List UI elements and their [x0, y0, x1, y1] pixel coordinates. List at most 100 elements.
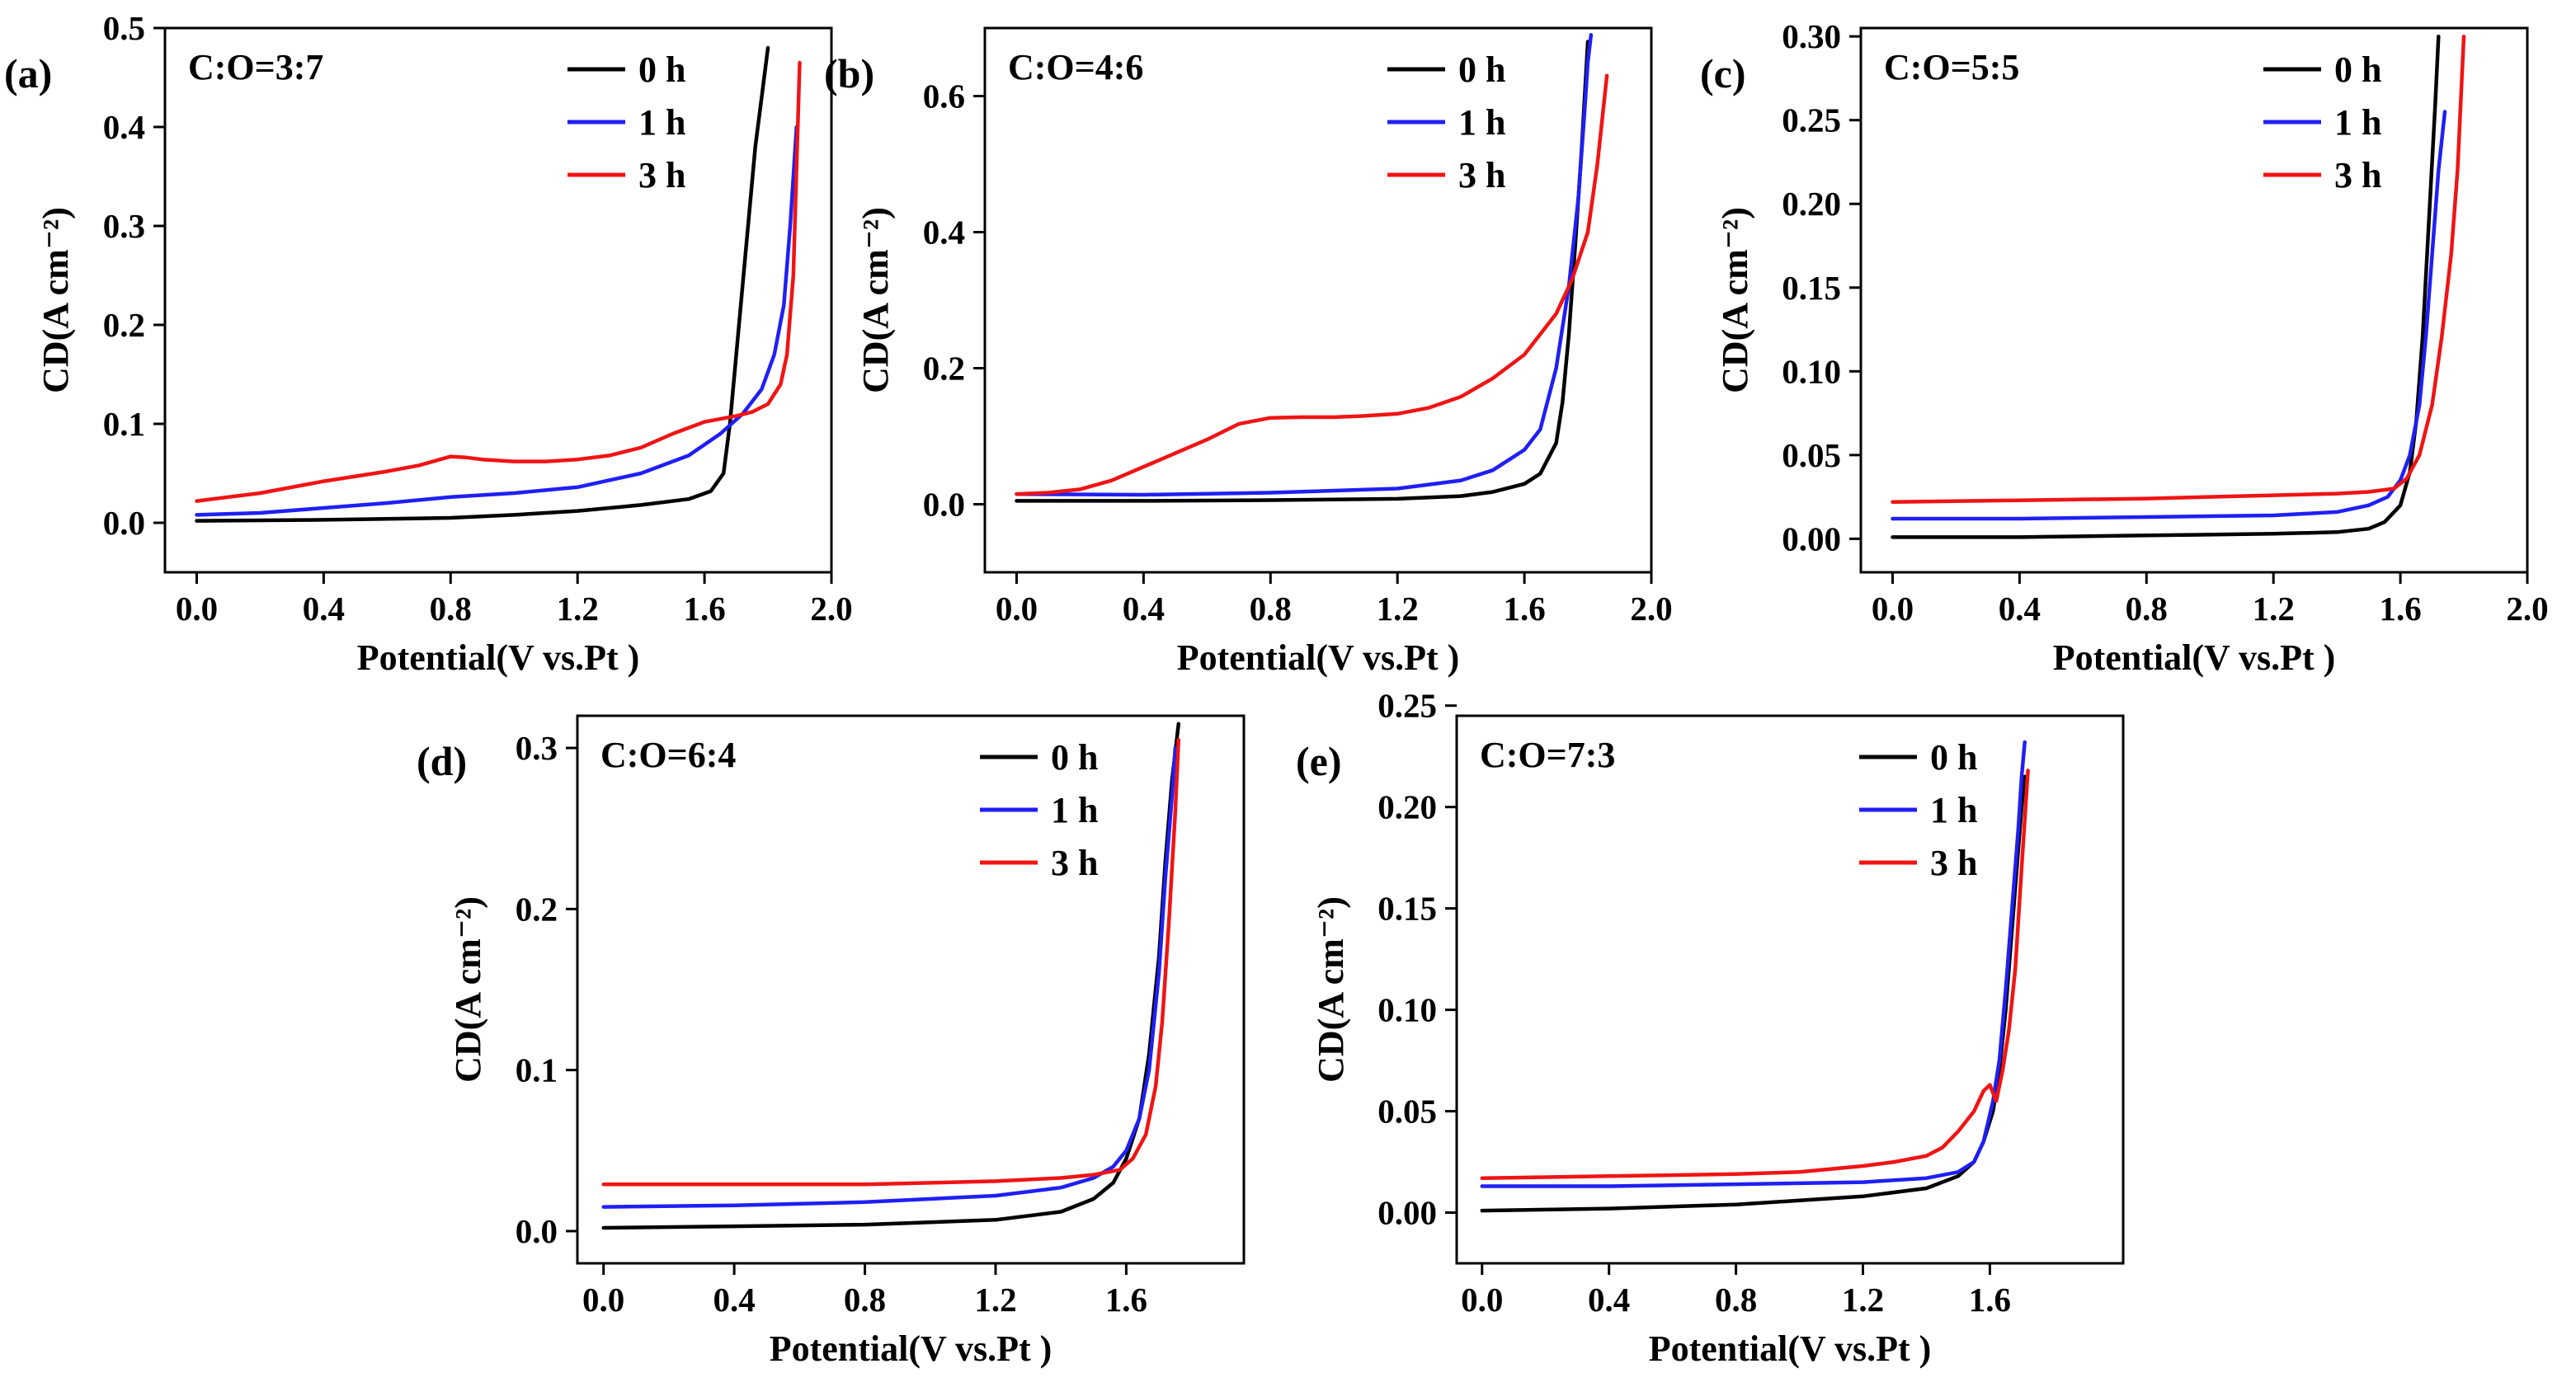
series-line-0h [1891, 34, 2441, 539]
y-tick-label: 0.00 [1377, 1194, 1437, 1232]
x-tick-label: 2.0 [810, 590, 852, 628]
y-tick-label: 0.3 [103, 207, 145, 245]
y-tick-label: 0.20 [1377, 788, 1437, 826]
plot-frame [1455, 714, 2125, 1265]
x-axis-title: Potential(V vs.Pt ) [770, 1328, 1053, 1369]
x-tick-label: 0.8 [1715, 1281, 1757, 1319]
y-tick-label: 0.3 [516, 729, 558, 767]
x-tick-label: 0.0 [582, 1281, 624, 1319]
y-axis-title: CD(A cm⁻²) [35, 207, 76, 393]
y-tick-label: 0.0 [516, 1212, 558, 1250]
x-tick-label: 0.8 [1250, 590, 1292, 628]
y-axis-title: CD(A cm⁻²) [1715, 207, 1755, 393]
y-tick-label: 0.5 [103, 9, 145, 47]
panel-label: (c) [1700, 50, 1746, 96]
x-tick-label: 1.6 [2379, 590, 2421, 628]
plot-frame [1859, 26, 2529, 574]
y-tick-label: 0.15 [1782, 269, 1841, 307]
y-tick-label: 0.10 [1782, 352, 1841, 390]
x-tick-label: 1.2 [974, 1281, 1016, 1319]
x-tick-label: 0.4 [1588, 1281, 1630, 1319]
plot-frame [576, 714, 1246, 1265]
x-tick-label: 0.0 [996, 590, 1038, 628]
series-line-3h [1480, 769, 2030, 1180]
x-tick-label: 0.0 [1872, 590, 1914, 628]
panel-a: 0.0 0.4 0.8 1.2 1.6 2.0 0.0 0.1 0.2 0.3 0.4 0.5 Pote… [4, 9, 853, 678]
y-tick-label: 0.05 [1377, 1093, 1437, 1131]
series-line-1h [601, 745, 1178, 1209]
y-tick-label: 0.20 [1782, 185, 1841, 223]
y-axis-title: CD(A cm⁻²) [448, 896, 488, 1083]
y-tick-label: 0.4 [103, 108, 145, 146]
y-tick-label: 0.00 [1782, 520, 1841, 557]
y-axis-title: CD(A cm⁻²) [855, 207, 896, 393]
legend-label: 1 h [1051, 790, 1098, 830]
series-line-0h [195, 45, 770, 523]
x-tick-label: 1.6 [1969, 1281, 2011, 1319]
ratio-title: C:O=5:5 [1884, 47, 2019, 87]
y-tick-label: 0.1 [516, 1051, 558, 1089]
legend-label: 1 h [1930, 790, 1977, 830]
x-tick-label: 1.2 [1377, 590, 1419, 628]
x-axis-title: Potential(V vs.Pt ) [1177, 637, 1460, 678]
legend-label: 0 h [2334, 49, 2381, 90]
y-tick-label: 0.30 [1782, 17, 1841, 55]
series-line-3h [195, 60, 802, 503]
y-tick-label: 0.4 [923, 214, 965, 252]
y-tick-label: 0.15 [1377, 890, 1437, 928]
panel-c: 0.0 0.4 0.8 1.2 1.6 2.0 0.00 0.05 0.10 0.15 0.20 0.… [1700, 17, 2549, 678]
series-line-0h [1015, 40, 1590, 503]
y-tick-label: 0.25 [1377, 687, 1437, 725]
y-tick-label: 0.1 [103, 405, 145, 443]
y-axis-title: CD(A cm⁻²) [1311, 896, 1351, 1083]
x-tick-label: 1.6 [1503, 590, 1545, 628]
ratio-title: C:O=4:6 [1008, 47, 1143, 87]
y-tick-label: 0.10 [1377, 991, 1437, 1029]
x-tick-label: 0.4 [1999, 590, 2041, 628]
x-tick-label: 1.2 [557, 590, 599, 628]
x-tick-label: 1.2 [2253, 590, 2295, 628]
x-tick-label: 0.8 [430, 590, 472, 628]
panel-e: 0.0 0.4 0.8 1.2 1.6 0.00 0.05 0.10 0.15 0.20 0.25 P… [1296, 687, 2125, 1369]
panel-label: (b) [824, 50, 874, 96]
series-line-1h [1015, 33, 1594, 497]
plot-frame [983, 26, 1653, 574]
x-axis-title: Potential(V vs.Pt ) [357, 637, 640, 678]
ratio-title: C:O=3:7 [188, 47, 323, 87]
x-axis-title: Potential(V vs.Pt ) [2053, 637, 2336, 678]
y-tick-label: 0.2 [516, 890, 558, 928]
legend-label: 1 h [1458, 102, 1505, 143]
legend-label: 1 h [638, 102, 685, 143]
y-tick-label: 0.2 [103, 306, 145, 344]
x-tick-label: 0.0 [1461, 1281, 1503, 1319]
x-tick-label: 0.8 [2126, 590, 2168, 628]
legend-label: 0 h [1458, 49, 1505, 90]
y-tick-label: 0.6 [923, 78, 965, 115]
legend-label: 3 h [1458, 155, 1505, 195]
ratio-title: C:O=6:4 [600, 735, 736, 775]
panel-label: (d) [417, 738, 467, 784]
legend-label: 1 h [2334, 102, 2381, 143]
panel-label: (e) [1296, 738, 1342, 784]
x-tick-label: 1.6 [683, 590, 725, 628]
plot-frame [163, 26, 833, 574]
x-tick-label: 2.0 [2506, 590, 2548, 628]
legend-label: 0 h [638, 49, 685, 90]
x-tick-label: 0.4 [1123, 590, 1165, 628]
series-line-3h [1015, 73, 1609, 496]
series-line-1h [195, 125, 798, 517]
x-tick-label: 2.0 [1630, 590, 1672, 628]
series-line-1h [1480, 740, 2027, 1188]
series-line-3h [1891, 34, 2466, 504]
y-tick-label: 0.05 [1782, 436, 1841, 474]
panel-b: 0.0 0.4 0.8 1.2 1.6 2.0 0.0 0.2 0.4 0.6 Potential(… [824, 26, 1673, 678]
y-tick-label: 0.25 [1782, 101, 1841, 139]
x-tick-label: 0.8 [844, 1281, 886, 1319]
panel-label: (a) [4, 50, 52, 96]
legend-label: 3 h [1930, 843, 1977, 883]
legend-label: 3 h [1051, 843, 1098, 883]
x-tick-label: 0.4 [713, 1281, 755, 1319]
y-tick-label: 0.0 [923, 486, 965, 524]
legend-label: 0 h [1051, 737, 1098, 778]
